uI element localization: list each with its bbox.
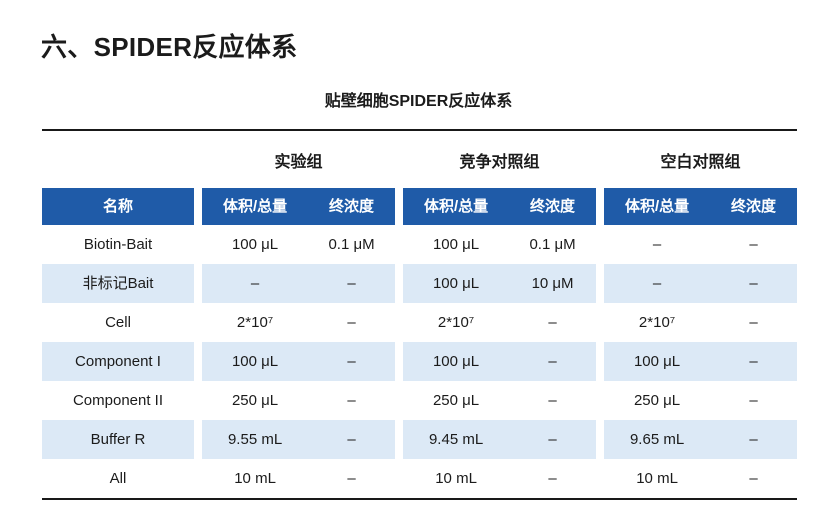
- group-value-cell: 100 μL 10 μM: [403, 264, 596, 303]
- group-value-cell: 100 μL 0.1 μM: [403, 225, 596, 264]
- concentration-value: –: [749, 236, 758, 253]
- concentration-value: –: [548, 431, 557, 448]
- group-value-cell: 2*10⁷ –: [202, 303, 395, 342]
- table-row: Component II 250 μL – 250 μL – 250 μL –: [42, 381, 797, 420]
- volume-value: 2*10⁷: [638, 314, 676, 331]
- reaction-table: 实验组 竞争对照组 空白对照组 名称 体积/总量 终浓度 体积/总量 终浓度 体…: [42, 129, 797, 500]
- column-header-volume: 体积/总量: [624, 198, 690, 215]
- group-header-blank: 空白对照组: [660, 153, 741, 171]
- column-header-group: 体积/总量 终浓度: [604, 188, 797, 225]
- row-name-cell: Biotin-Bait: [83, 236, 153, 253]
- row-name-cell: Component I: [42, 342, 194, 381]
- volume-value: 2*10⁷: [437, 314, 475, 331]
- volume-value: 100 μL: [231, 353, 279, 370]
- volume-value: 9.55 mL: [227, 431, 283, 448]
- volume-value: 100 μL: [432, 275, 480, 292]
- volume-value: 10 mL: [636, 470, 678, 487]
- group-value-cell: 100 μL –: [604, 342, 797, 381]
- group-value-cell: 100 μL –: [202, 342, 395, 381]
- concentration-value: 10 μM: [531, 275, 574, 292]
- row-name-cell: All: [109, 470, 127, 487]
- volume-value: 100 μL: [432, 236, 480, 253]
- column-header-volume: 体积/总量: [222, 198, 288, 215]
- column-header-row: 名称 体积/总量 终浓度 体积/总量 终浓度 体积/总量 终浓度: [42, 188, 797, 225]
- volume-value: 250 μL: [231, 392, 279, 409]
- column-header-name: 名称: [42, 188, 194, 225]
- concentration-value: –: [749, 275, 758, 292]
- volume-value: 10 mL: [234, 470, 276, 487]
- group-value-cell: – –: [604, 264, 797, 303]
- page-title: 六、SPIDER反应体系: [41, 32, 298, 62]
- group-value-cell: – –: [604, 225, 797, 264]
- concentration-value: –: [347, 470, 356, 487]
- table-row: Buffer R 9.55 mL – 9.45 mL – 9.65 mL –: [42, 420, 797, 459]
- volume-value: 100 μL: [432, 353, 480, 370]
- group-header-row: 实验组 竞争对照组 空白对照组: [42, 131, 797, 188]
- table-row: 非标记Bait – –100 μL 10 μM – –: [42, 264, 797, 303]
- concentration-value: –: [548, 314, 557, 331]
- concentration-value: –: [347, 275, 356, 292]
- volume-value: 250 μL: [633, 392, 681, 409]
- row-name-cell: Component II: [72, 392, 164, 409]
- volume-value: 10 mL: [435, 470, 477, 487]
- concentration-value: –: [749, 470, 758, 487]
- group-value-cell: 100 μL –: [403, 342, 596, 381]
- table-row: Component I 100 μL – 100 μL – 100 μL –: [42, 342, 797, 381]
- table-row: All 10 mL – 10 mL – 10 mL –: [42, 459, 797, 498]
- concentration-value: –: [749, 392, 758, 409]
- column-header-group: 体积/总量 终浓度: [202, 188, 395, 225]
- volume-value: 9.45 mL: [428, 431, 484, 448]
- group-value-cell: 10 mL –: [202, 459, 395, 498]
- column-header-concentration: 终浓度: [530, 198, 576, 215]
- group-value-cell: 250 μL –: [403, 381, 596, 420]
- concentration-value: –: [347, 314, 356, 331]
- group-value-cell: 9.65 mL –: [604, 420, 797, 459]
- group-value-cell: 10 mL –: [403, 459, 596, 498]
- volume-value: 250 μL: [432, 392, 480, 409]
- table-title: 贴壁细胞SPIDER反应体系: [324, 93, 513, 110]
- row-name-cell: 非标记Bait: [42, 264, 194, 303]
- concentration-value: –: [548, 353, 557, 370]
- volume-value: 2*10⁷: [236, 314, 274, 331]
- row-name-cell: Cell: [105, 314, 131, 331]
- volume-value: 100 μL: [633, 353, 681, 370]
- concentration-value: –: [749, 431, 758, 448]
- table-body: Biotin-Bait 100 μL 0.1 μM 100 μL 0.1 μM – – 非标记…: [42, 225, 797, 498]
- volume-value: –: [652, 236, 662, 253]
- column-header-concentration: 终浓度: [329, 198, 375, 215]
- table-row: Cell 2*10⁷ – 2*10⁷ – 2*10⁷ –: [42, 303, 797, 342]
- volume-value: –: [652, 275, 662, 292]
- group-value-cell: 250 μL –: [604, 381, 797, 420]
- group-value-cell: 9.45 mL –: [403, 420, 596, 459]
- volume-value: –: [250, 275, 260, 292]
- group-header-experimental: 实验组: [274, 153, 323, 171]
- volume-value: 9.65 mL: [629, 431, 685, 448]
- concentration-value: –: [347, 353, 356, 370]
- concentration-value: 0.1 μM: [529, 236, 576, 253]
- concentration-value: –: [347, 392, 356, 409]
- volume-value: 100 μL: [231, 236, 279, 253]
- concentration-value: –: [548, 470, 557, 487]
- column-header-volume: 体积/总量: [423, 198, 489, 215]
- concentration-value: –: [347, 431, 356, 448]
- group-value-cell: 250 μL –: [202, 381, 395, 420]
- group-value-cell: 100 μL 0.1 μM: [202, 225, 395, 264]
- concentration-value: 0.1 μM: [328, 236, 375, 253]
- group-header-competition: 竞争对照组: [459, 153, 540, 171]
- column-header-concentration: 终浓度: [731, 198, 777, 215]
- row-name-cell: Buffer R: [42, 420, 194, 459]
- concentration-value: –: [749, 314, 758, 331]
- concentration-value: –: [749, 353, 758, 370]
- concentration-value: –: [548, 392, 557, 409]
- group-value-cell: 10 mL –: [604, 459, 797, 498]
- group-value-cell: 2*10⁷ –: [604, 303, 797, 342]
- group-value-cell: 2*10⁷ –: [403, 303, 596, 342]
- column-header-group: 体积/总量 终浓度: [403, 188, 596, 225]
- table-row: Biotin-Bait 100 μL 0.1 μM 100 μL 0.1 μM – –: [42, 225, 797, 264]
- group-value-cell: – –: [202, 264, 395, 303]
- group-value-cell: 9.55 mL –: [202, 420, 395, 459]
